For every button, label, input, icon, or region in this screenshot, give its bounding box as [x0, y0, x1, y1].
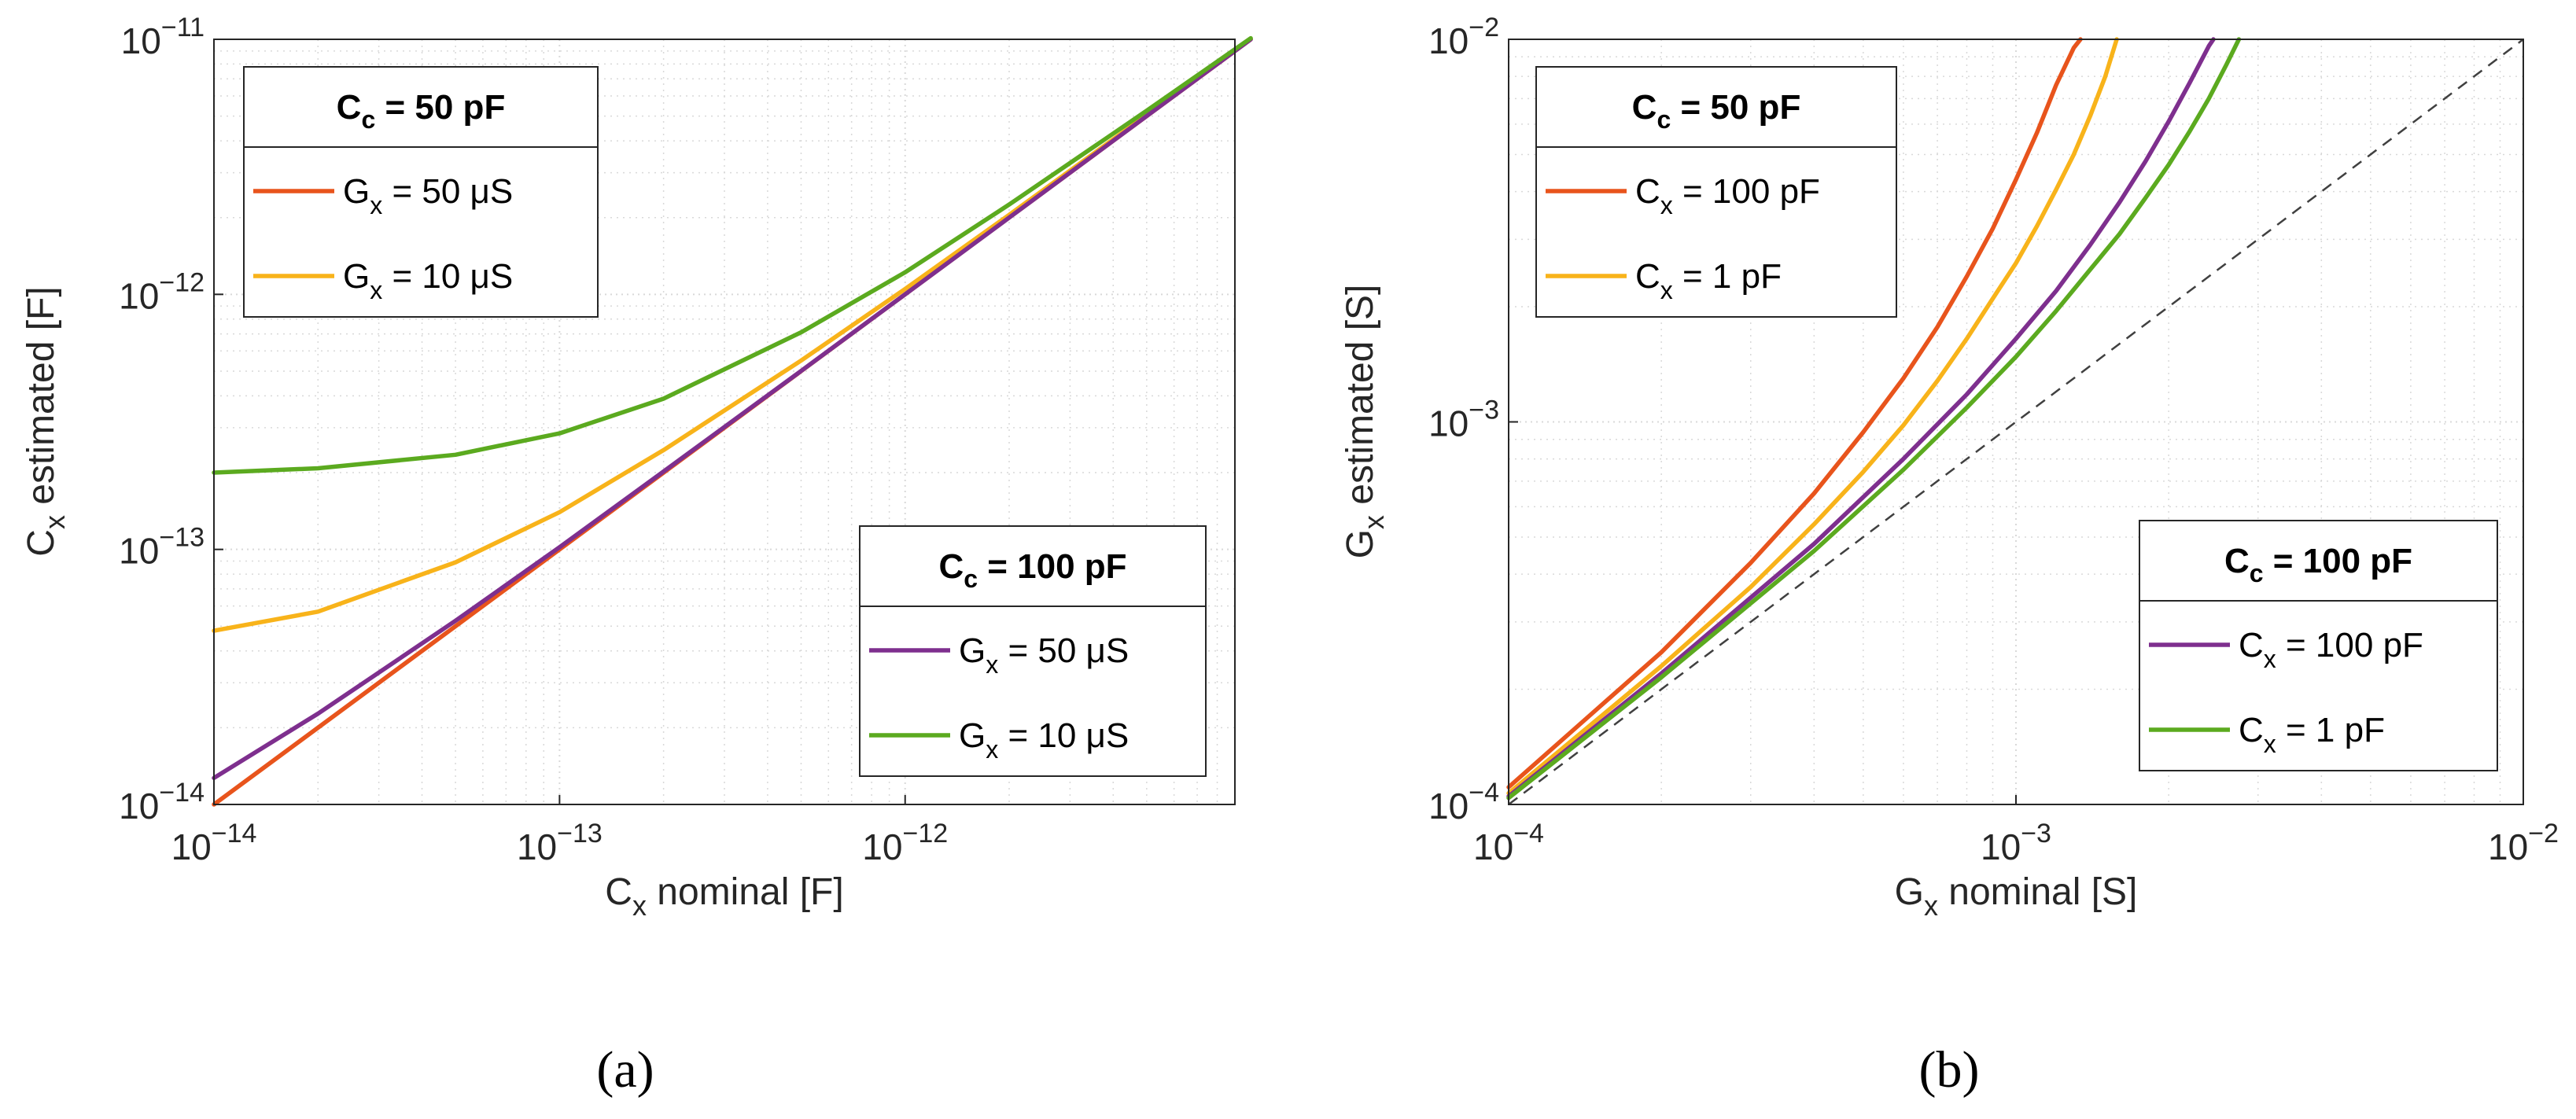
axes-box: [213, 39, 1236, 805]
y-tick-label: 10−13: [119, 523, 205, 572]
y-axis-label: Cx estimated [F]: [20, 286, 71, 556]
y-tick-label: 10−3: [1428, 396, 1499, 444]
legend-entry-label: Gx = 10 μS: [343, 257, 513, 304]
x-tick-label: 10−2: [2488, 819, 2559, 867]
y-tick-label: 10−2: [1428, 13, 1499, 61]
legend-top-left: Cc = 50 pF Gx = 50 μS Gx = 10 μS: [243, 66, 599, 318]
legend-bottom-right: Cc = 100 pF Cx = 100 pF Cx = 1 pF: [2139, 520, 2498, 771]
legend-title: Cc = 50 pF: [337, 88, 506, 134]
series-line-orange: [1506, 37, 2083, 790]
x-axis-label: Gx nominal [S]: [1895, 871, 2138, 922]
reference-line: [1508, 39, 2524, 805]
x-tick-label: 10−12: [862, 819, 948, 867]
legend-entry-label: Gx = 50 μS: [343, 172, 513, 219]
x-tick-label: 10−3: [1981, 819, 2051, 867]
x-tick-label: 10−13: [517, 819, 603, 867]
y-tick-label: 10−4: [1428, 778, 1499, 826]
panel-label-b: (b): [1919, 1041, 1980, 1099]
y-axis-label: Gx estimated [S]: [1340, 285, 1390, 559]
legend-title: Cc = 50 pF: [1632, 88, 1801, 134]
y-tick-label: 10−14: [119, 778, 205, 826]
series-line-yellow: [1506, 37, 2119, 796]
x-axis-label: Cx nominal [F]: [605, 871, 843, 922]
legend-bottom-right: Cc = 100 pF Gx = 50 μS Gx = 10 μS: [859, 525, 1207, 777]
legend-entry-label: Cx = 100 pF: [1635, 172, 1820, 219]
legend-top-left: Cc = 50 pF Cx = 100 pF Cx = 1 pF: [1535, 66, 1897, 318]
x-tick-label: 10−4: [1473, 819, 1544, 867]
legend-entry-label: Cx = 1 pF: [2239, 711, 2385, 758]
legend-entry-label: Gx = 10 μS: [959, 716, 1129, 764]
series-line-green: [212, 35, 1253, 475]
y-tick-label: 10−12: [119, 267, 205, 316]
legend-entry-label: Gx = 50 μS: [959, 631, 1129, 679]
series-line-green: [1506, 37, 2242, 801]
legend-entry-label: Cx = 100 pF: [2239, 626, 2423, 673]
chart-b: (b) 10−4 10−3 10−2 10−4 10−3 10−2 Gx nominal […: [1340, 13, 2559, 1099]
legend-title: Cc = 100 pF: [938, 547, 1126, 593]
series-line-purple: [1506, 37, 2216, 799]
chart-a: (a) 10−14 10−13 10−12 10−14 10−13 10−12 10−11 C…: [20, 13, 1253, 1099]
panel-label-a: (a): [596, 1041, 654, 1099]
series-line-purple: [212, 37, 1253, 781]
legend-entry-label: Cx = 1 pF: [1635, 257, 1782, 304]
x-tick-label: 10−14: [171, 819, 257, 867]
y-tick-label: 10−11: [121, 13, 205, 61]
legend-title: Cc = 100 pF: [2224, 542, 2412, 587]
